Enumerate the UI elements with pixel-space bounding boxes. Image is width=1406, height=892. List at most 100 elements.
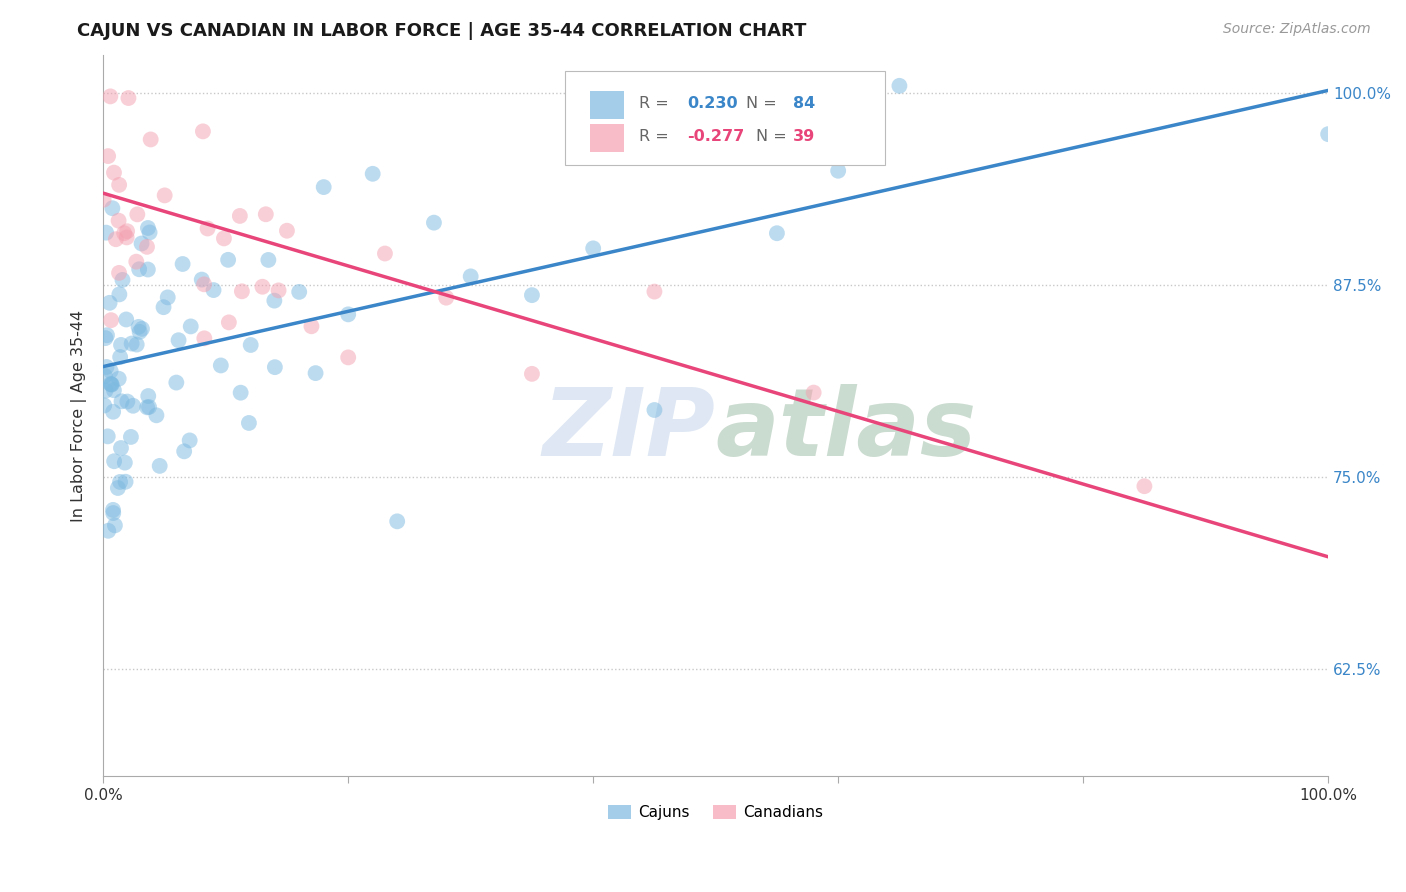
Text: R =: R = (638, 129, 673, 145)
Point (337, 307, 360, 321)
Point (96, 328, 118, 343)
Point (101, 201, 124, 215)
Point (97, 149, 120, 163)
Point (190, 272, 212, 286)
Point (103, 506, 125, 520)
Point (136, 389, 159, 403)
Point (252, 279, 274, 293)
Point (643, 285, 665, 299)
Point (257, 252, 280, 267)
Point (156, 290, 179, 304)
Point (202, 283, 225, 297)
Text: 0.230: 0.230 (688, 96, 738, 111)
Point (254, 207, 277, 221)
Point (520, 367, 543, 381)
Point (110, 441, 132, 455)
Point (173, 444, 195, 458)
Point (167, 333, 190, 347)
Point (128, 325, 150, 339)
Point (460, 269, 482, 284)
Point (136, 262, 159, 277)
Point (301, 319, 323, 334)
Point (93, 193, 115, 207)
Point (97, 429, 120, 443)
Point (108, 266, 131, 280)
Text: -0.277: -0.277 (688, 129, 745, 145)
Point (107, 372, 129, 386)
Point (304, 366, 326, 380)
Point (114, 475, 136, 489)
FancyBboxPatch shape (589, 91, 624, 119)
Point (96, 359, 118, 374)
Point (582, 241, 605, 255)
Point (111, 273, 134, 287)
Point (136, 240, 159, 254)
Point (766, 226, 789, 240)
Point (108, 475, 131, 489)
Text: atlas: atlas (716, 384, 977, 476)
Legend: Cajuns, Canadians: Cajuns, Canadians (602, 799, 830, 826)
Point (100, 376, 122, 391)
Point (803, 385, 825, 400)
Point (827, 163, 849, 178)
Point (93, 399, 115, 413)
Point (107, 481, 129, 495)
Point (288, 285, 311, 299)
Point (94, 368, 117, 383)
Point (94, 331, 117, 345)
Point (231, 285, 253, 299)
Point (239, 338, 262, 352)
Text: N =: N = (756, 129, 792, 145)
Point (212, 231, 235, 245)
Point (153, 188, 176, 202)
Point (209, 359, 232, 373)
Point (101, 405, 124, 419)
Point (122, 399, 145, 413)
Point (100, 313, 122, 327)
Point (125, 337, 148, 351)
Point (103, 166, 125, 180)
Text: N =: N = (747, 96, 782, 111)
Point (197, 221, 219, 235)
Point (103, 383, 125, 397)
Point (179, 434, 201, 448)
FancyBboxPatch shape (565, 71, 884, 165)
Point (108, 350, 131, 364)
Point (107, 213, 129, 227)
Point (643, 403, 665, 417)
Point (101, 503, 124, 517)
Point (104, 232, 127, 246)
Point (139, 132, 162, 146)
Point (108, 178, 131, 192)
Point (264, 360, 287, 375)
Point (127, 207, 149, 221)
Point (98, 295, 121, 310)
Text: CAJUN VS CANADIAN IN LABOR FORCE | AGE 35-44 CORRELATION CHART: CAJUN VS CANADIAN IN LABOR FORCE | AGE 3… (77, 22, 807, 40)
Point (385, 514, 408, 528)
Point (337, 351, 360, 365)
Point (131, 322, 153, 336)
Text: R =: R = (638, 96, 673, 111)
Point (889, 78, 911, 93)
Point (520, 288, 543, 302)
Point (138, 400, 160, 414)
Point (312, 180, 335, 194)
Point (145, 409, 167, 423)
Point (94, 226, 117, 240)
Text: Source: ZipAtlas.com: Source: ZipAtlas.com (1223, 22, 1371, 37)
Point (115, 230, 138, 244)
Point (172, 257, 194, 271)
Point (128, 262, 150, 277)
Point (276, 224, 298, 238)
Point (191, 124, 214, 138)
Point (229, 209, 252, 223)
Point (115, 312, 138, 326)
Point (98, 89, 121, 103)
Point (149, 458, 172, 473)
Point (229, 385, 252, 400)
Point (110, 394, 132, 409)
Text: 84: 84 (793, 96, 815, 111)
Point (121, 336, 143, 351)
Point (217, 252, 239, 267)
Point (138, 226, 160, 240)
